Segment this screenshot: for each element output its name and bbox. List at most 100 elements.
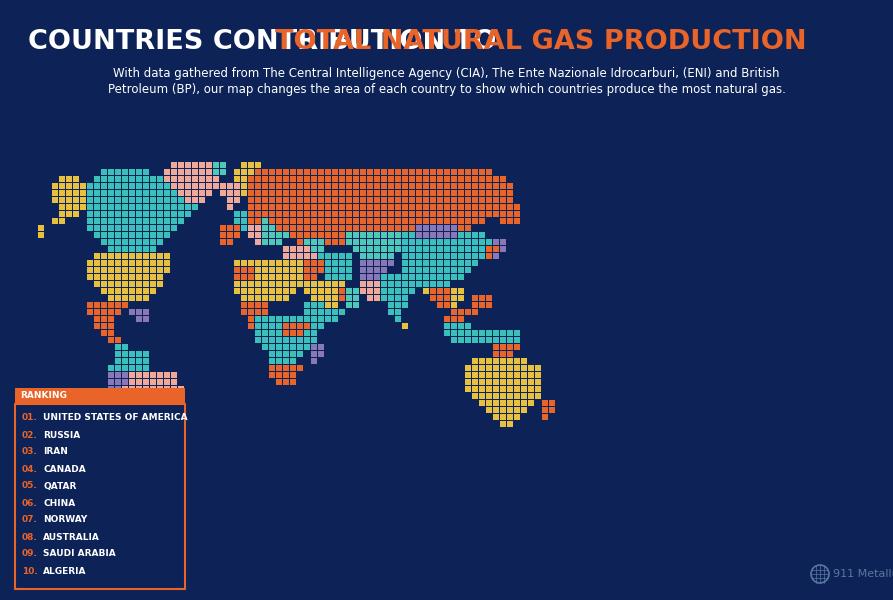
Bar [290,323,296,329]
Bar [192,183,198,189]
Bar [304,302,310,308]
Bar [325,197,331,203]
Bar [129,288,135,294]
Bar [479,337,485,343]
Bar [367,204,373,210]
Bar [101,330,107,336]
Bar [500,414,506,420]
Bar [507,218,513,224]
Bar [87,218,93,224]
Bar [318,267,324,273]
Bar [332,316,338,322]
Bar [311,351,317,357]
Bar [437,204,443,210]
Bar [283,323,289,329]
Bar [507,379,513,385]
Bar [416,232,422,238]
Bar [255,197,261,203]
Bar [136,183,142,189]
Bar [311,260,317,266]
Bar [381,274,388,280]
Bar [444,183,450,189]
Bar [360,232,366,238]
Bar [332,225,338,231]
Bar [339,204,346,210]
Bar [451,190,457,196]
Bar [262,190,268,196]
Bar [59,218,65,224]
Bar [304,323,310,329]
Bar [500,183,506,189]
Bar [402,211,408,217]
Bar [423,260,430,266]
Bar [493,358,499,364]
Bar [360,176,366,182]
Bar [486,372,492,378]
Bar [234,197,240,203]
Bar [514,365,521,371]
Bar [164,232,171,238]
Bar [269,211,275,217]
Bar [171,190,177,196]
Bar [199,169,205,175]
Bar [479,330,485,336]
Bar [472,358,478,364]
Bar [451,225,457,231]
Bar [115,204,121,210]
Bar [143,351,149,357]
Bar [388,169,394,175]
Bar [283,218,289,224]
Bar [374,239,380,245]
Bar [171,197,177,203]
Bar [276,183,282,189]
Bar [276,218,282,224]
Bar [283,372,289,378]
Bar [444,253,450,259]
Bar [360,246,366,252]
Bar [381,260,388,266]
Bar [367,288,373,294]
Bar [143,183,149,189]
Bar [472,211,478,217]
Bar [318,211,324,217]
Bar [465,183,472,189]
Bar [465,197,472,203]
Bar [269,204,275,210]
Bar [290,274,296,280]
Bar [416,232,422,238]
Bar [115,344,121,350]
Text: Petroleum (BP), our map changes the area of each country to show which countries: Petroleum (BP), our map changes the area… [107,83,786,97]
Bar [115,267,121,273]
Bar [255,169,261,175]
Bar [493,190,499,196]
Bar [458,288,464,294]
Bar [493,414,499,420]
Bar [423,204,430,210]
Bar [241,302,247,308]
Bar [444,176,450,182]
Bar [332,218,338,224]
Bar [185,197,191,203]
Bar [339,211,346,217]
Bar [339,239,346,245]
Bar [192,197,198,203]
Bar [339,295,346,301]
Bar [136,190,142,196]
Bar [381,281,388,287]
Bar [283,204,289,210]
Bar [276,232,282,238]
Bar [101,218,107,224]
Bar [325,302,331,308]
Bar [416,190,422,196]
Bar [339,253,346,259]
Bar [234,225,240,231]
Bar [535,379,541,385]
Bar [101,309,107,315]
Bar [178,162,184,168]
Bar [297,204,304,210]
Bar [143,225,149,231]
Bar [465,372,472,378]
Bar [409,253,415,259]
Bar [514,372,521,378]
Bar [227,239,233,245]
